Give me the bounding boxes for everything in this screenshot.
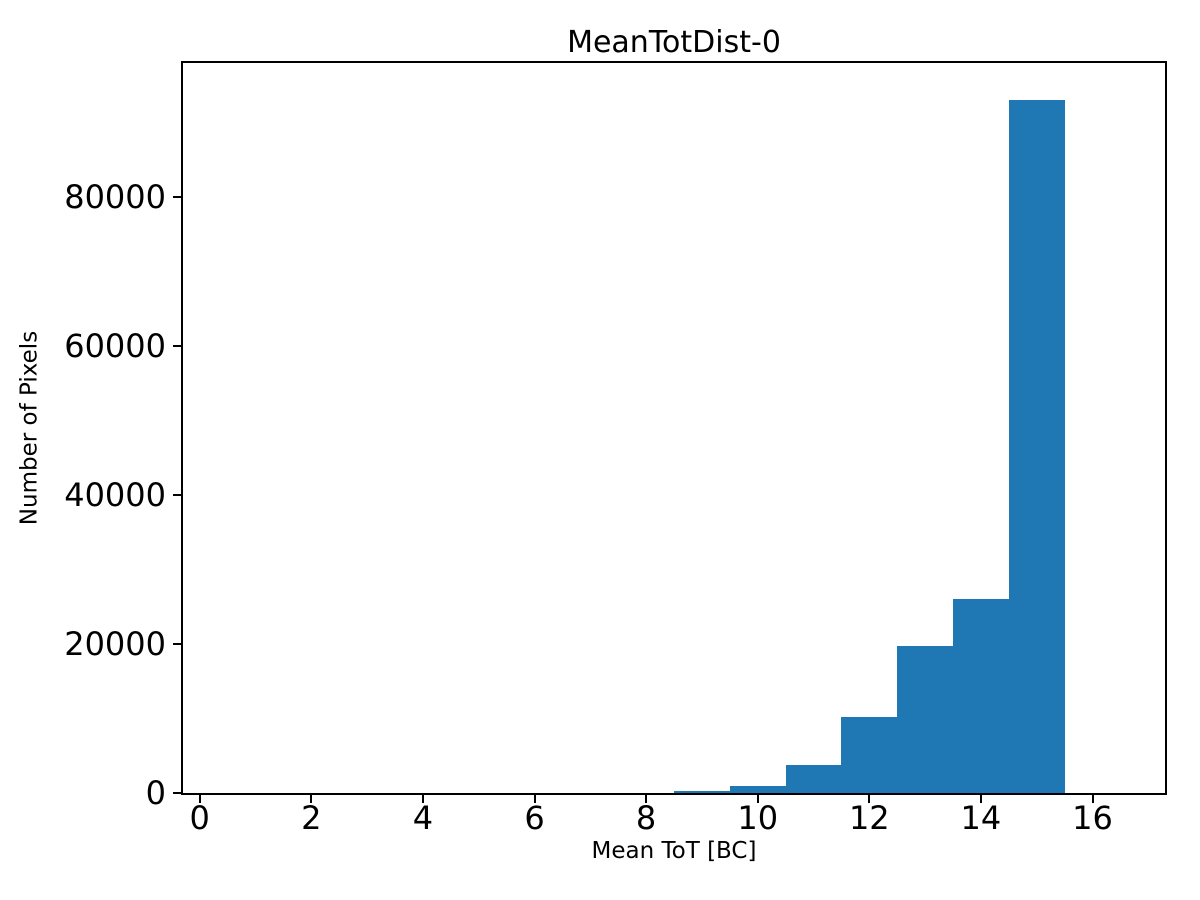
x-axis-tick-label: 0 xyxy=(189,799,210,837)
x-axis-tick xyxy=(198,795,201,803)
x-axis-tick xyxy=(310,795,313,803)
histogram-bar xyxy=(674,791,730,793)
x-axis-label: Mean ToT [BC] xyxy=(591,838,757,864)
y-axis-tick xyxy=(173,792,181,794)
x-axis-tick-label: 4 xyxy=(412,799,434,837)
chart-title: MeanTotDist-0 xyxy=(567,25,781,60)
x-axis-tick-label: 14 xyxy=(960,799,1002,837)
histogram-bar xyxy=(785,765,842,793)
x-axis-tick xyxy=(1091,795,1094,803)
x-axis-tick xyxy=(756,795,759,803)
x-axis-tick-label: 8 xyxy=(635,799,657,837)
y-axis-tick-label: 60000 xyxy=(64,327,166,366)
x-axis-tick-label: 16 xyxy=(1072,799,1113,837)
histogram-bar xyxy=(953,598,1009,793)
x-axis-tick xyxy=(868,795,871,803)
x-axis-tick-label: 2 xyxy=(301,799,322,837)
x-axis-tick-label: 10 xyxy=(737,799,779,837)
y-axis-tick-label: 40000 xyxy=(64,476,166,514)
histogram-bar xyxy=(897,646,953,793)
y-axis-tick xyxy=(173,643,181,645)
plot-area xyxy=(181,61,1167,795)
x-axis-tick xyxy=(645,795,648,803)
y-axis-tick-label: 0 xyxy=(145,774,166,812)
y-axis-tick xyxy=(173,494,181,496)
x-axis-tick-label: 6 xyxy=(524,799,545,837)
x-axis-tick-label: 12 xyxy=(848,799,890,837)
x-axis-tick xyxy=(533,795,536,803)
x-axis-tick xyxy=(421,795,424,803)
x-axis-tick xyxy=(979,795,982,803)
histogram-bar xyxy=(1008,100,1065,793)
histogram-bar xyxy=(729,785,786,793)
y-axis-tick-label: 80000 xyxy=(64,178,166,217)
y-axis-tick xyxy=(173,196,181,199)
y-axis-tick-label: 20000 xyxy=(64,625,166,663)
y-axis-tick xyxy=(173,345,181,348)
histogram-bar xyxy=(841,717,898,793)
